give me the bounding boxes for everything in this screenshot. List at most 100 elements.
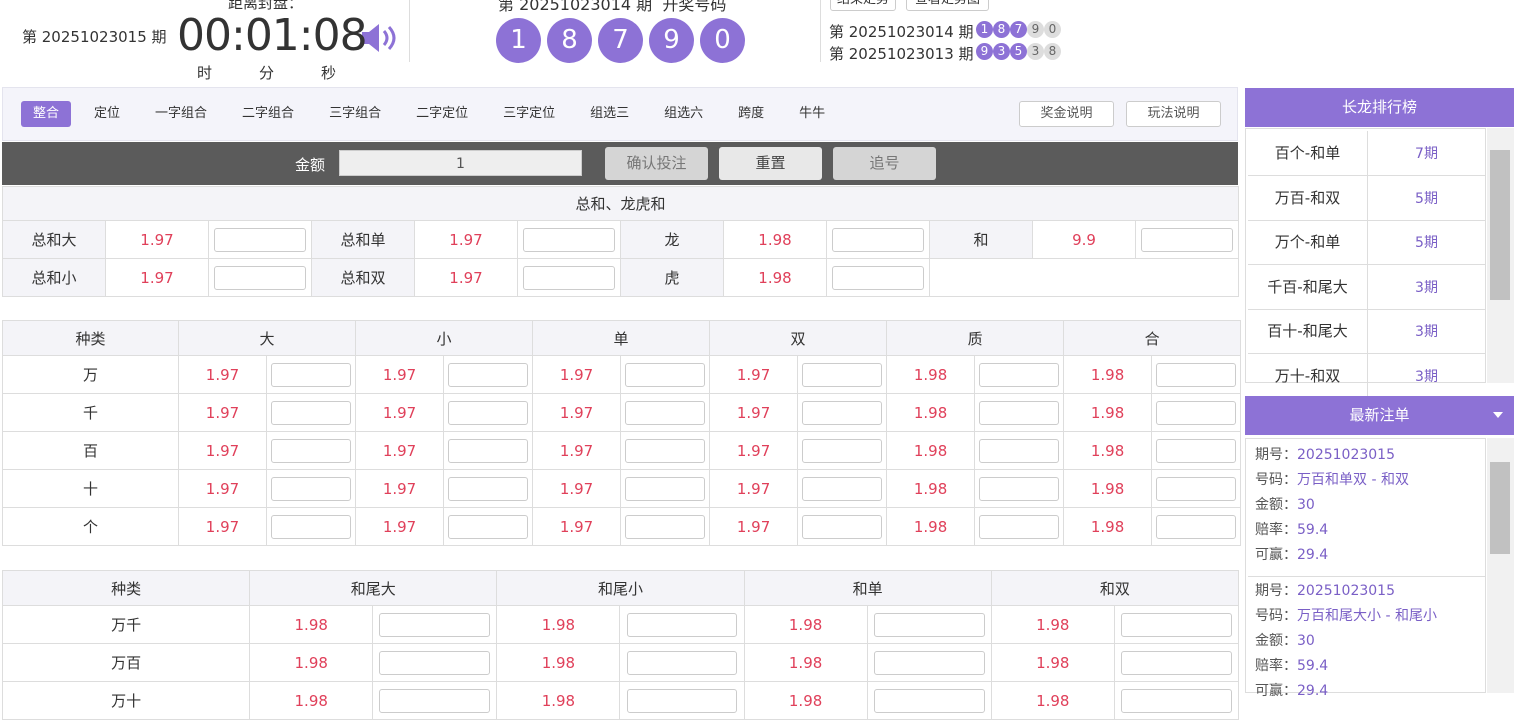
input-cell [826,258,930,297]
dragon-name: 百个-和单 [1248,131,1368,175]
bet-input[interactable] [625,362,705,387]
bet-input[interactable] [1141,227,1233,252]
bet-input[interactable] [802,362,882,387]
bet-input[interactable] [626,650,738,675]
field-label: 期号： [1255,583,1297,599]
bet-input[interactable] [271,400,351,425]
bet-input[interactable] [802,400,882,425]
input-cell [797,393,888,432]
bet-input[interactable] [271,514,351,539]
bet-input[interactable] [873,612,985,637]
bet-input[interactable] [1120,650,1232,675]
tab[interactable]: 一字组合 [155,106,208,121]
bet-input[interactable] [626,612,738,637]
bet-input[interactable] [832,227,924,252]
bet-input[interactable] [523,265,615,290]
odds: 1.98 [496,643,621,682]
header-button[interactable]: 查看走势图 [906,0,989,11]
odds: 1.97 [178,431,267,470]
tab-button[interactable]: 奖金说明 [1019,101,1114,127]
odds: 1.98 [1063,469,1153,508]
bet-input[interactable] [448,362,528,387]
input-cell [797,507,888,546]
bet-button[interactable]: 重置 [719,147,822,180]
bet-input[interactable] [625,400,705,425]
odds: 1.98 [1063,507,1153,546]
column-header: 大 [177,320,357,356]
odds: 1.97 [709,393,799,432]
table-row: 种类大小单双质合 [2,320,1242,356]
bet-input[interactable] [1156,476,1236,501]
bet-input[interactable] [1156,400,1236,425]
bet-input[interactable] [523,227,615,252]
tab[interactable]: 三字组合 [329,106,382,121]
column-header: 单 [532,320,711,356]
bet-input[interactable] [873,650,985,675]
bet-input[interactable] [214,227,306,252]
bet-input[interactable] [448,400,528,425]
bet-input[interactable] [271,476,351,501]
bet-input[interactable] [1156,438,1236,463]
column-header: 种类 [1,570,251,606]
tab[interactable]: 牛牛 [799,106,826,121]
order-line: 可赢：29.4 [1255,543,1485,568]
bet-input[interactable] [625,476,705,501]
bet-input[interactable] [1156,514,1236,539]
input-cell [1134,220,1240,259]
bet-input[interactable] [214,265,306,290]
bet-input[interactable] [1156,362,1236,387]
table-row: 万百 1.98 1.98 1.98 1.98 [1,643,1240,682]
field-label: 可赢： [1255,547,1297,563]
bet-input[interactable] [271,362,351,387]
tab[interactable]: 定位 [94,106,121,121]
bet-name: 总和小 [2,258,106,297]
bet-input[interactable] [448,438,528,463]
bet-input[interactable] [802,514,882,539]
bet-input[interactable] [625,438,705,463]
bet-input[interactable] [832,265,924,290]
bet-input[interactable] [802,476,882,501]
dragon-periods: 3期 [1415,279,1438,296]
tab[interactable]: 三字定位 [503,106,556,121]
amount-input[interactable]: 1 [339,150,582,176]
row-name: 万千 [1,605,251,644]
table-row: 总和大 1.97 总和单 1.97 龙 1.98 和 9.9 [2,220,1240,259]
odds: 9.9 [1032,220,1136,259]
sound-icon[interactable] [360,22,398,54]
tab[interactable]: 二字定位 [416,106,469,121]
section-title: 总和、龙虎和 [1,186,1240,221]
bet-button[interactable]: 确认投注 [605,147,708,180]
tab[interactable]: 整合 [21,101,72,127]
tab[interactable]: 跨度 [738,106,765,121]
history-ball: 3 [1027,43,1044,60]
bet-input[interactable] [979,476,1059,501]
dropdown-arrow[interactable] [1493,412,1503,418]
bet-button[interactable]: 追号 [833,147,936,180]
bet-input[interactable] [271,438,351,463]
odds: 1.97 [709,507,799,546]
bet-input[interactable] [379,612,491,637]
bet-input[interactable] [379,650,491,675]
tab[interactable]: 二字组合 [242,106,295,121]
bet-input[interactable] [802,438,882,463]
dragon-name: 万百-和双 [1248,175,1368,220]
input-cell [265,431,357,470]
tab-button[interactable]: 玩法说明 [1126,101,1221,127]
bet-input[interactable] [979,362,1059,387]
header-button[interactable]: 结果走势 [830,0,896,11]
input-cell [208,220,312,259]
tab[interactable]: 组选三 [590,106,630,121]
input-cell [974,393,1065,432]
bet-input[interactable] [979,438,1059,463]
input-cell [620,507,711,546]
scrollbar[interactable] [1487,438,1514,693]
bet-input[interactable] [625,514,705,539]
divider [820,0,821,62]
scrollbar[interactable] [1487,128,1514,383]
bet-input[interactable] [1120,612,1232,637]
bet-input[interactable] [448,476,528,501]
bet-input[interactable] [979,400,1059,425]
tab[interactable]: 组选六 [664,106,704,121]
bet-input[interactable] [979,514,1059,539]
bet-input[interactable] [448,514,528,539]
